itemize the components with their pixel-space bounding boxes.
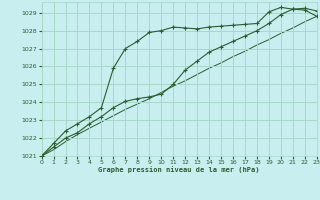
X-axis label: Graphe pression niveau de la mer (hPa): Graphe pression niveau de la mer (hPa): [99, 167, 260, 173]
